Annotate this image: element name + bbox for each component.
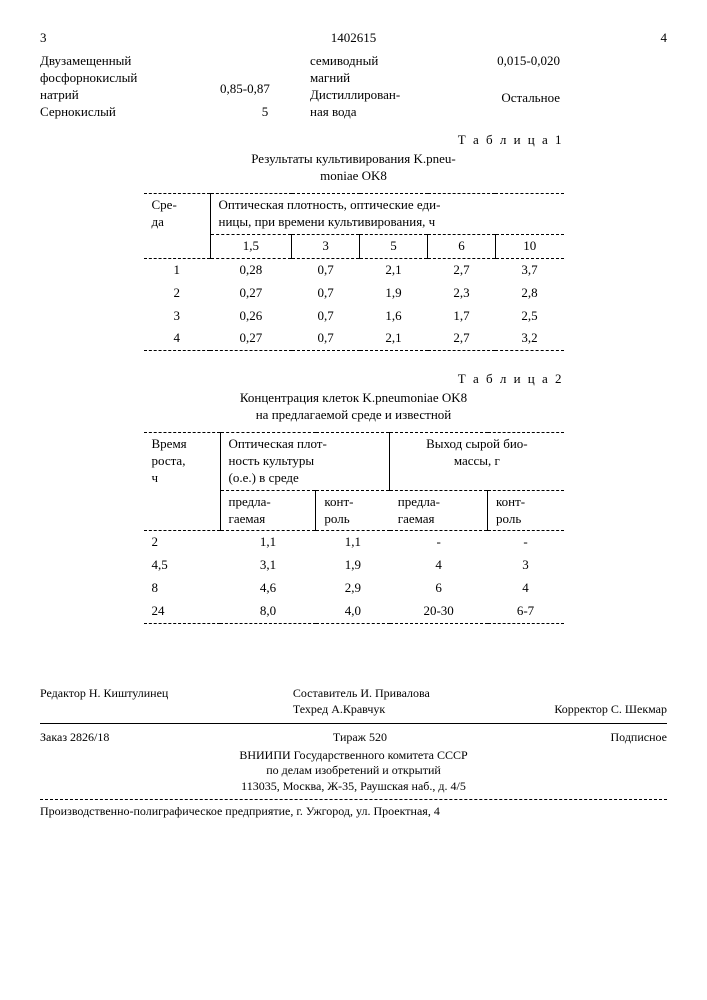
org2: по делам изобретений и открытий [40,763,667,779]
table-cell: 1,6 [360,305,428,328]
table1-label: Т а б л и ц а 1 [144,132,564,149]
table-cell: 0,7 [292,327,360,350]
addr: 113035, Москва, Ж-35, Раушская наб., д. … [40,779,667,795]
printer: Производственно-полиграфическое предприя… [40,804,667,820]
t1-th-4: 10 [495,234,563,258]
col-num-left: 3 [40,30,47,47]
table-cell: 3,2 [495,327,563,350]
doc-number: 1402615 [331,30,377,47]
table-cell: 0,26 [210,305,292,328]
table-row-env: 3 [144,305,211,328]
table-cell: - [488,531,564,554]
table-cell: 4,0 [316,600,390,623]
t2-group2: Выход сырой био- массы, г [390,433,564,491]
table-cell: - [390,531,488,554]
table-row-env: 2 [144,282,211,305]
table2-block: Т а б л и ц а 2 Концентрация клеток K.pn… [144,371,564,624]
t1-col1-header: Сре- да [144,194,211,259]
editor: Редактор Н. Киштулинец [40,686,168,717]
t1-group-header: Оптическая плотность, оптические еди- ни… [210,194,564,235]
t1-th-0: 1,5 [210,234,292,258]
comp-right-value1: 0,015-0,020 [497,53,560,70]
table1-block: Т а б л и ц а 1 Результаты культивирован… [144,132,564,351]
table-cell: 0,7 [292,258,360,281]
table-cell: 0,7 [292,305,360,328]
table-cell: 3 [488,554,564,577]
table-cell: 4 [488,577,564,600]
t2-sub1: предла- гаемая [220,490,316,531]
table1: Сре- да Оптическая плотность, оптические… [144,193,564,351]
table-cell: 4,6 [220,577,316,600]
table-cell: 1,1 [220,531,316,554]
table2-label: Т а б л и ц а 2 [144,371,564,388]
comp-right-value2: Остальное [501,90,560,107]
table-row-time: 2 [144,531,221,554]
comp-left-label: Двузамещенный фосфорнокислый натрий Серн… [40,53,220,121]
table-row-time: 24 [144,600,221,623]
table1-caption: Результаты культивирования K.pneu- monia… [144,151,564,185]
corrector: Корректор С. Шекмар [554,702,667,718]
table-cell: 0,27 [210,282,292,305]
table-row-time: 4,5 [144,554,221,577]
tirazh: Тираж 520 [333,730,387,746]
t2-sub2: конт- роль [316,490,390,531]
comp-right-label: семиводный магний Дистиллирован- ная вод… [310,53,450,121]
small-num: 5 [220,104,310,121]
table2-caption: Концентрация клеток K.pneumoniae OK8 на … [144,390,564,424]
comp-left-value: 0,85-0,87 [220,81,310,98]
t2-sub4: конт- роль [488,490,564,531]
table-row-time: 8 [144,577,221,600]
t1-th-1: 3 [292,234,360,258]
table-cell: 0,7 [292,282,360,305]
table-cell: 2,5 [495,305,563,328]
table-cell: 0,28 [210,258,292,281]
table-cell: 1,9 [316,554,390,577]
t1-th-2: 5 [360,234,428,258]
footer: Редактор Н. Киштулинец Составитель И. Пр… [40,684,667,819]
table-cell: 2,1 [360,327,428,350]
org1: ВНИИПИ Государственного комитета СССР [40,748,667,764]
t2-col1-header: Время роста, ч [144,433,221,531]
table-cell: 4 [390,554,488,577]
table-cell: 1,1 [316,531,390,554]
t1-th-3: 6 [428,234,496,258]
table-cell: 3,1 [220,554,316,577]
table-cell: 2,1 [360,258,428,281]
techred: Техред А.Кравчук [293,702,430,718]
order: Заказ 2826/18 [40,730,109,746]
table-cell: 2,7 [428,258,496,281]
t2-sub3: предла- гаемая [390,490,488,531]
table-cell: 2,3 [428,282,496,305]
composition-block: Двузамещенный фосфорнокислый натрий Серн… [40,53,667,121]
table-cell: 1,7 [428,305,496,328]
table-cell: 6 [390,577,488,600]
table-row-env: 1 [144,258,211,281]
table-cell: 8,0 [220,600,316,623]
subscribe: Подписное [611,730,668,746]
table-cell: 2,7 [428,327,496,350]
table-cell: 3,7 [495,258,563,281]
table-cell: 0,27 [210,327,292,350]
table2: Время роста, ч Оптическая плот- ность ку… [144,432,564,624]
table-cell: 6-7 [488,600,564,623]
table-cell: 2,8 [495,282,563,305]
t2-group1: Оптическая плот- ность культуры (о.е.) в… [220,433,390,491]
page-header: 3 1402615 4 [40,30,667,47]
table-cell: 20-30 [390,600,488,623]
table-cell: 2,9 [316,577,390,600]
table-row-env: 4 [144,327,211,350]
table-cell: 1,9 [360,282,428,305]
compiler: Составитель И. Привалова [293,686,430,702]
col-num-right: 4 [661,30,668,47]
